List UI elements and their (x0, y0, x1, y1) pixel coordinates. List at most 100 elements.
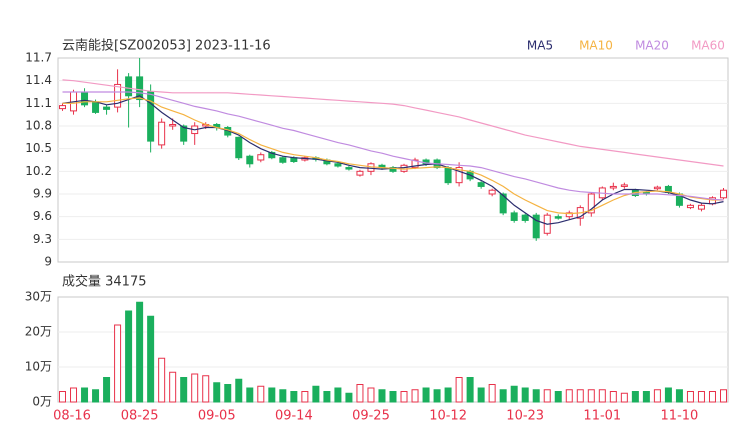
volume-bar (103, 377, 111, 403)
volume-bar (301, 391, 309, 403)
ma-line (62, 97, 724, 215)
legend-entry: MA5 (527, 39, 553, 53)
volume-bar (268, 387, 276, 403)
candle-body (620, 184, 628, 187)
volume-bar (697, 391, 705, 403)
candle-body (532, 214, 540, 239)
volume-bar (191, 373, 199, 403)
candle-body (235, 136, 243, 159)
x-tick-label: 11-10 (661, 409, 699, 424)
candle-body (367, 163, 375, 172)
volume-bar (136, 301, 144, 403)
volume-bar (202, 375, 210, 403)
candle-body (59, 105, 66, 110)
volume-bar (587, 389, 595, 403)
volume-bar (92, 389, 100, 403)
volume-bar (356, 384, 364, 403)
volume-bar (653, 389, 661, 403)
candle-body (499, 193, 507, 214)
y-tick-label: 10万 (25, 360, 52, 374)
candle-body (389, 167, 397, 172)
volume-bar (620, 392, 628, 403)
volume-bar (576, 389, 584, 403)
y-tick-label: 9 (44, 255, 52, 269)
volume-bar (631, 391, 639, 403)
volume-bar (400, 391, 408, 403)
candle-body (125, 76, 133, 97)
volume-bar (279, 389, 287, 403)
candle-body (510, 212, 518, 221)
candle-body (114, 83, 122, 108)
volume-bar (708, 391, 716, 403)
volume-bar (609, 391, 617, 403)
y-tick-label: 0万 (32, 395, 52, 409)
volume-bar (70, 387, 78, 403)
ma-line (62, 95, 724, 225)
x-tick-label: 09-05 (198, 409, 236, 424)
candle-body (81, 91, 89, 106)
volume-bar (334, 387, 342, 403)
volume-bar (246, 387, 254, 403)
volume-bar (510, 385, 518, 403)
candle-body (169, 123, 177, 127)
legend-entry: MA10 (579, 39, 613, 53)
volume-bar (554, 391, 562, 403)
legend-entry: MA20 (635, 39, 669, 53)
volume-bar (455, 377, 463, 403)
volume-bar (664, 387, 672, 403)
candle-body (455, 167, 463, 184)
y-tick-label: 11.1 (25, 96, 52, 110)
volume-bar (543, 389, 551, 403)
candle-body (720, 189, 727, 199)
volume-bar (180, 377, 188, 403)
volume-bar (411, 389, 419, 403)
y-tick-label: 11.4 (25, 73, 52, 87)
volume-bar (323, 391, 331, 403)
volume-bar (433, 389, 441, 403)
volume-bar (81, 387, 89, 403)
volume-bar (125, 310, 133, 403)
candle-body (136, 76, 144, 101)
candle-body (147, 91, 155, 142)
volume-bar (312, 385, 320, 403)
volume-bar (477, 387, 485, 403)
ma-line (62, 79, 724, 167)
volume-bar (213, 382, 221, 403)
y-tick-label: 10.8 (25, 119, 52, 133)
legend-entry: MA60 (691, 39, 725, 53)
volume-bar (499, 389, 507, 403)
candle-body (180, 125, 188, 142)
volume-bar (224, 384, 232, 403)
volume-bar (521, 387, 529, 403)
candle-body (279, 157, 287, 163)
y-tick-label: 30万 (25, 290, 52, 304)
y-tick-label: 9.6 (33, 209, 52, 223)
x-tick-label: 08-25 (121, 409, 159, 424)
candle-body (686, 204, 694, 209)
x-tick-label: 11-01 (583, 409, 621, 424)
volume-bar (422, 387, 430, 403)
candle-body (521, 214, 529, 221)
candle-body (356, 170, 364, 176)
volume-bar (158, 357, 166, 403)
volume-bar (147, 315, 155, 403)
volume-bar (169, 371, 177, 403)
candle-body (345, 167, 353, 170)
candle-body (653, 186, 661, 190)
volume-bar (565, 389, 573, 403)
x-tick-label: 09-25 (352, 409, 390, 424)
candle-body (587, 193, 595, 214)
volume-bar (532, 389, 540, 403)
volume-bar (114, 324, 122, 403)
candle-body (334, 163, 342, 167)
volume-bar (367, 387, 375, 403)
y-tick-label: 9.3 (33, 232, 52, 246)
candle-body (488, 189, 496, 195)
volume-bar (444, 387, 452, 403)
candle-body (411, 159, 419, 169)
candle-body (565, 212, 573, 218)
volume-bar (642, 391, 650, 403)
y-tick-label: 11.7 (25, 51, 52, 65)
x-tick-label: 09-14 (275, 409, 313, 424)
